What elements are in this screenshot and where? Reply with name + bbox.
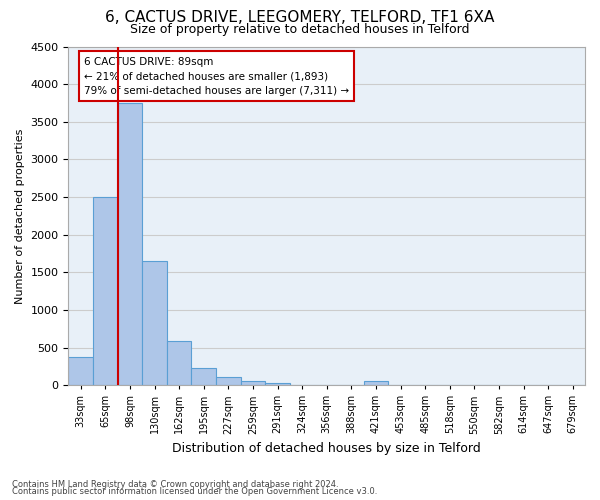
Bar <box>167 340 191 385</box>
Bar <box>216 377 241 385</box>
Text: Size of property relative to detached houses in Telford: Size of property relative to detached ho… <box>130 22 470 36</box>
Bar <box>364 380 388 385</box>
Bar <box>93 197 118 385</box>
Text: 6 CACTUS DRIVE: 89sqm
← 21% of detached houses are smaller (1,893)
79% of semi-d: 6 CACTUS DRIVE: 89sqm ← 21% of detached … <box>84 56 349 96</box>
Bar <box>265 382 290 385</box>
Bar <box>241 380 265 385</box>
Bar <box>118 103 142 385</box>
Text: Contains public sector information licensed under the Open Government Licence v3: Contains public sector information licen… <box>12 487 377 496</box>
Bar <box>68 358 93 385</box>
Bar <box>142 261 167 385</box>
X-axis label: Distribution of detached houses by size in Telford: Distribution of detached houses by size … <box>172 442 481 455</box>
Text: Contains HM Land Registry data © Crown copyright and database right 2024.: Contains HM Land Registry data © Crown c… <box>12 480 338 489</box>
Bar <box>191 368 216 385</box>
Y-axis label: Number of detached properties: Number of detached properties <box>15 128 25 304</box>
Text: 6, CACTUS DRIVE, LEEGOMERY, TELFORD, TF1 6XA: 6, CACTUS DRIVE, LEEGOMERY, TELFORD, TF1… <box>106 10 494 25</box>
